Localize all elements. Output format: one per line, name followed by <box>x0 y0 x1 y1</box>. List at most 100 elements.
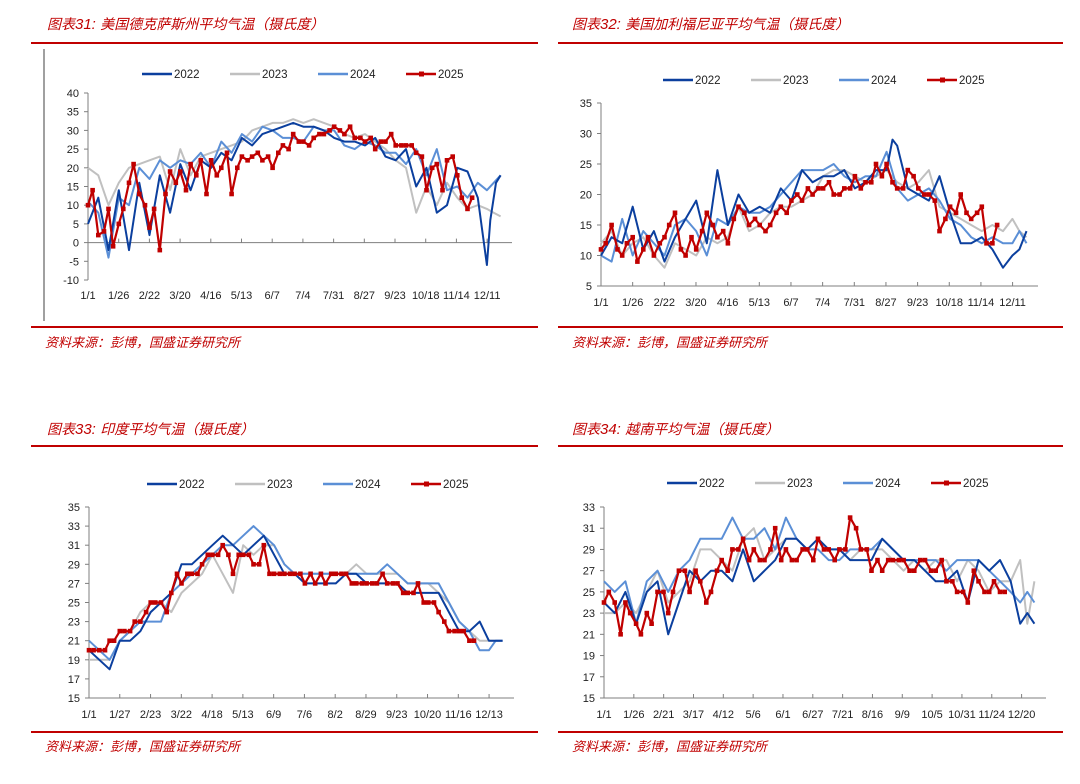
x-tick-label: 6/9 <box>266 709 281 721</box>
data-point-2025 <box>943 216 948 222</box>
series-2025 <box>601 515 1007 637</box>
data-point-2025 <box>235 165 240 171</box>
data-point-2025 <box>984 241 989 246</box>
legend-label: 2023 <box>783 75 809 87</box>
legend-marker <box>940 77 945 83</box>
data-point-2025 <box>195 571 200 577</box>
legend-label: 2025 <box>963 478 989 490</box>
data-point-2025 <box>215 552 221 558</box>
data-point-2025 <box>710 222 715 228</box>
data-point-2025 <box>469 195 475 200</box>
x-tick-label: 12/20 <box>1008 709 1036 721</box>
x-tick-label: 8/16 <box>862 709 883 721</box>
x-tick-label: 10/18 <box>412 290 440 302</box>
legend-item-2022: 2022 <box>142 69 200 81</box>
data-point-2025 <box>384 581 390 586</box>
data-point-2025 <box>687 589 692 595</box>
data-point-2025 <box>390 581 396 586</box>
data-point-2025 <box>194 173 199 178</box>
data-point-2025 <box>649 621 654 626</box>
data-point-2025 <box>842 186 847 191</box>
title-rule <box>31 445 538 447</box>
data-point-2025 <box>413 150 419 156</box>
data-point-2025 <box>890 557 896 563</box>
data-point-2025 <box>214 173 220 178</box>
data-point-2025 <box>131 161 136 167</box>
x-tick-label: 8/27 <box>354 290 375 302</box>
data-point-2025 <box>368 135 373 141</box>
data-point-2025 <box>276 150 281 156</box>
data-point-2025 <box>598 247 604 252</box>
data-point-2025 <box>370 581 375 586</box>
legend-label: 2024 <box>875 478 901 490</box>
data-point-2025 <box>374 581 380 586</box>
data-point-2025 <box>885 557 891 563</box>
data-point-2025 <box>618 632 623 637</box>
data-point-2025 <box>896 557 902 563</box>
y-tick-label: 23 <box>68 617 80 629</box>
data-point-2025 <box>773 210 779 216</box>
data-point-2025 <box>308 571 313 577</box>
y-tick-label: 20 <box>67 163 79 175</box>
legend-label: 2024 <box>871 75 897 87</box>
data-point-2025 <box>292 571 297 577</box>
data-point-2025 <box>347 124 353 129</box>
data-point-2025 <box>740 536 746 542</box>
source-rule <box>558 326 1063 328</box>
x-tick-label: 10/18 <box>936 297 964 309</box>
data-point-2025 <box>287 571 293 577</box>
data-point-2025 <box>260 158 265 163</box>
data-point-2025 <box>950 579 955 584</box>
y-tick-label: 35 <box>580 98 592 110</box>
x-tick-label: 5/6 <box>745 709 760 721</box>
data-point-2025 <box>122 628 127 634</box>
x-tick-label: 10/31 <box>948 709 976 721</box>
data-point-2025 <box>879 568 885 573</box>
data-point-2025 <box>1002 589 1007 595</box>
data-point-2025 <box>633 621 639 626</box>
series-2022 <box>600 138 1028 269</box>
data-point-2025 <box>689 234 694 240</box>
x-tick-label: 10/20 <box>414 709 442 721</box>
y-tick-label: 29 <box>583 544 595 556</box>
data-point-2025 <box>302 581 308 586</box>
series-2025 <box>85 124 475 253</box>
data-point-2025 <box>853 525 859 531</box>
data-point-2025 <box>623 600 628 605</box>
source-rule <box>31 731 538 733</box>
data-point-2025 <box>661 589 666 595</box>
data-point-2025 <box>143 609 149 615</box>
data-point-2025 <box>434 161 440 167</box>
data-point-2025 <box>630 234 635 240</box>
data-point-2025 <box>944 579 949 584</box>
x-tick-label: 1/1 <box>596 709 611 721</box>
source-rule <box>31 326 538 328</box>
data-point-2025 <box>400 590 406 596</box>
data-point-2025 <box>117 628 123 634</box>
data-point-2025 <box>752 216 758 222</box>
data-point-2025 <box>444 158 450 163</box>
data-point-2025 <box>290 131 296 137</box>
data-point-2025 <box>378 139 384 144</box>
data-point-2025 <box>627 610 633 616</box>
data-point-2025 <box>960 589 966 595</box>
data-point-2025 <box>831 192 836 197</box>
data-point-2025 <box>127 628 133 634</box>
y-tick-label: 31 <box>583 523 595 535</box>
y-tick-label: 17 <box>583 672 595 684</box>
data-point-2025 <box>261 542 267 548</box>
legend-item-2025: 2025 <box>411 479 469 491</box>
data-point-2025 <box>715 234 720 240</box>
data-point-2025 <box>296 139 302 144</box>
series-line-2025 <box>602 516 1005 636</box>
data-point-2025 <box>465 206 470 212</box>
legend-item-2023: 2023 <box>230 69 288 81</box>
y-tick-label: 10 <box>67 200 79 212</box>
series-line-2025 <box>86 125 474 252</box>
legend-item-2022: 2022 <box>147 479 205 491</box>
data-point-2025 <box>101 229 107 234</box>
data-point-2025 <box>178 169 183 174</box>
legend-label: 2022 <box>695 75 721 87</box>
x-tick-label: 7/4 <box>295 290 310 302</box>
data-point-2025 <box>471 638 477 643</box>
